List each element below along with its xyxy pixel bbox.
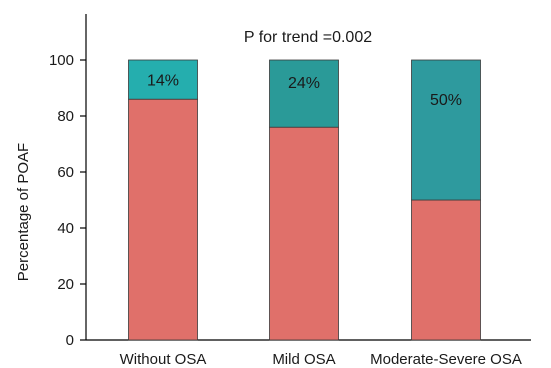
y-tick-label: 60: [57, 164, 74, 181]
data-label: 50%: [430, 92, 462, 109]
bar-segment-top: [128, 59, 198, 100]
data-label: 14%: [147, 73, 179, 90]
data-label: 24%: [288, 75, 320, 92]
bar-segment-top: [269, 59, 339, 128]
y-tick-label: 20: [57, 276, 74, 293]
x-category-label: Without OSA: [120, 351, 207, 368]
plot-area: 0 20 40 60 80 100 14% Without OSA 24% Mild OSA 50%…: [49, 14, 531, 368]
x-category-label: Moderate-Severe OSA: [370, 351, 522, 368]
x-category-label: Mild OSA: [272, 351, 335, 368]
y-tick-label: 40: [57, 220, 74, 237]
y-tick-label: 0: [66, 332, 74, 349]
y-tick-label: 80: [57, 108, 74, 125]
bar-segment-top: [411, 59, 481, 201]
bar-segment-bottom: [128, 98, 198, 341]
y-tick-label: 100: [49, 52, 74, 69]
trend-annotation: P for trend =0.002: [244, 29, 372, 46]
bar-segment-bottom: [269, 126, 339, 341]
y-axis-label: Percentage of POAF: [15, 143, 32, 281]
bar-segment-bottom: [411, 199, 481, 341]
